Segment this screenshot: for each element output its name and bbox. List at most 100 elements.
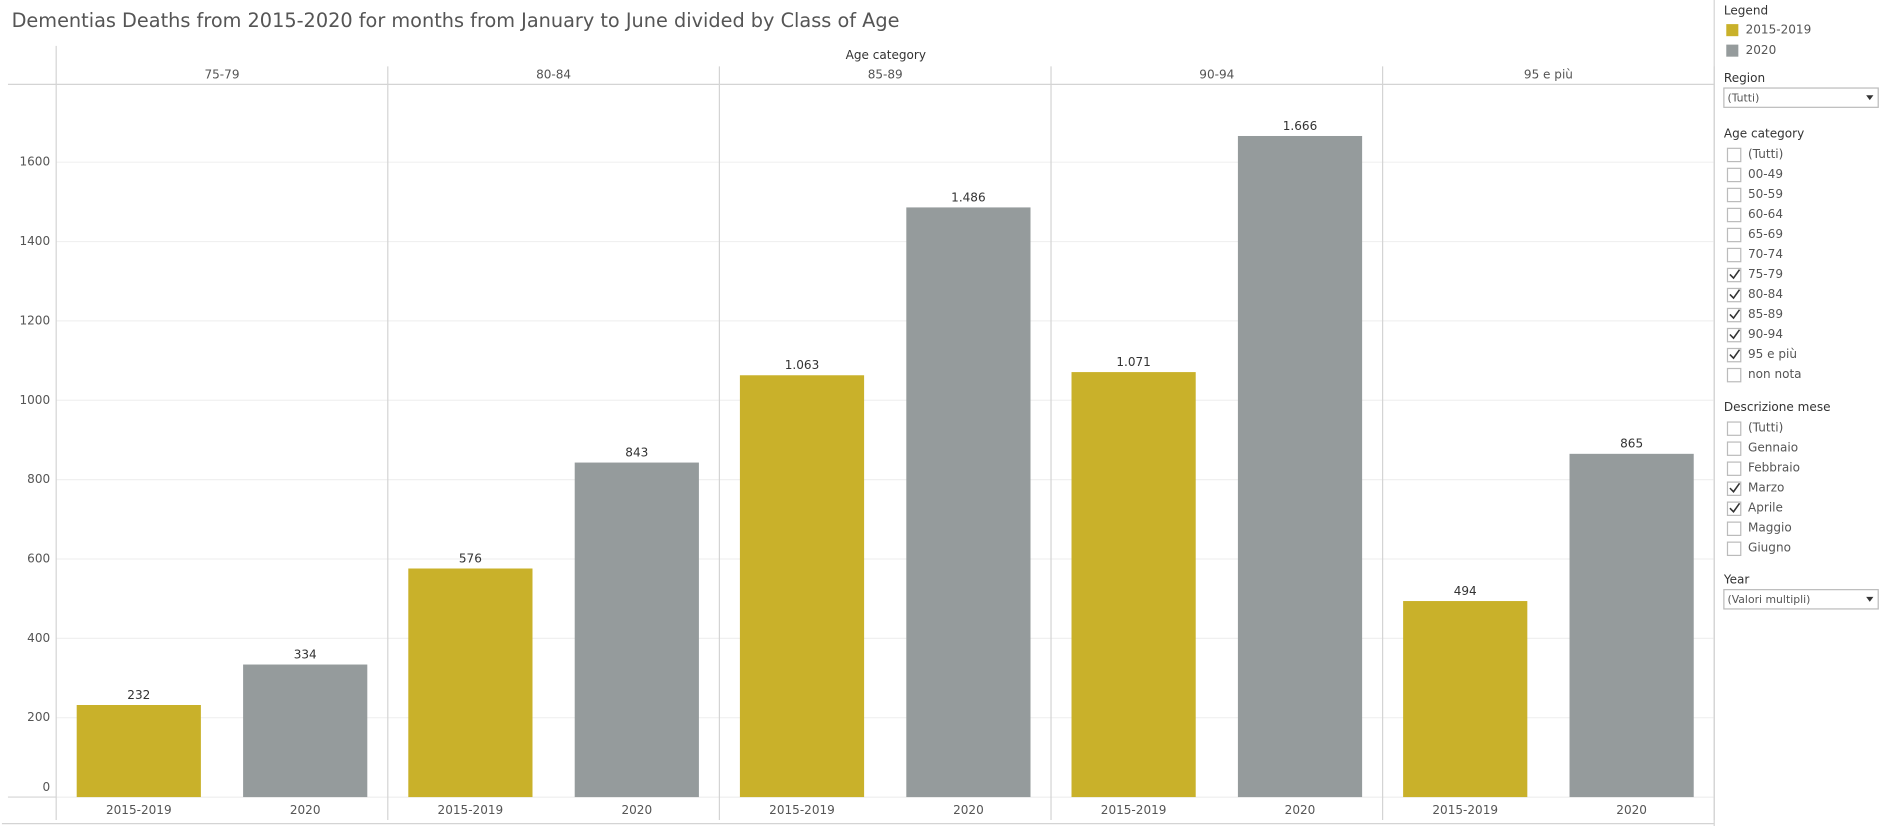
bar xyxy=(408,568,533,798)
value-label: 494 xyxy=(1454,584,1477,598)
filter-title: Region xyxy=(1724,71,1765,85)
checkbox-label: (Tutti) xyxy=(1748,147,1783,161)
bar xyxy=(1403,601,1528,798)
x-tick-label: 2020 xyxy=(290,803,321,817)
checkbox[interactable] xyxy=(1726,207,1742,223)
checkbox-label: Aprile xyxy=(1748,501,1783,515)
panel-label: 85-89 xyxy=(868,67,903,81)
x-tick-label: 2020 xyxy=(953,803,984,817)
bar xyxy=(906,207,1031,798)
y-tick-label: 1200 xyxy=(19,313,50,327)
check-mark xyxy=(1729,329,1741,340)
checkbox-label: 70-74 xyxy=(1748,247,1783,261)
checkbox[interactable] xyxy=(1726,521,1742,536)
y-tick-label: 0 xyxy=(42,780,50,794)
x-tick-label: 2015-2019 xyxy=(438,803,504,817)
checkbox[interactable] xyxy=(1726,461,1742,476)
y-tick-label: 400 xyxy=(27,631,50,645)
bar xyxy=(739,375,865,798)
checkbox[interactable] xyxy=(1726,147,1742,163)
x-tick-label: 2020 xyxy=(621,803,652,817)
x-tick-label: 2020 xyxy=(1285,803,1316,817)
filter-title: Year xyxy=(1723,573,1750,587)
x-tick-label: 2015-2019 xyxy=(769,803,835,817)
checkbox[interactable] xyxy=(1726,227,1742,243)
check-mark xyxy=(1729,309,1741,320)
checkbox-label: non nota xyxy=(1748,367,1802,381)
value-label: 576 xyxy=(459,551,482,565)
filter-title: Legend xyxy=(1724,3,1768,17)
panel-label: 80-84 xyxy=(536,67,571,81)
dropdown-value: (Valori multipli) xyxy=(1727,593,1810,606)
y-tick-label: 600 xyxy=(27,551,50,565)
checkbox[interactable] xyxy=(1726,367,1742,383)
checkbox[interactable] xyxy=(1726,247,1742,263)
dropdown-arrow xyxy=(1866,596,1874,602)
bar xyxy=(243,664,368,798)
checkbox-label: 85-89 xyxy=(1748,307,1783,321)
value-label: 865 xyxy=(1620,437,1643,451)
bar xyxy=(1569,453,1694,798)
value-label: 1.071 xyxy=(1116,355,1151,369)
check-mark xyxy=(1729,349,1741,360)
checkbox-label: 80-84 xyxy=(1748,287,1783,301)
filter-title: Age category xyxy=(1724,126,1804,140)
checkbox-label: Febbraio xyxy=(1748,461,1800,475)
check-mark xyxy=(1729,502,1741,513)
value-label: 232 xyxy=(127,688,150,702)
y-tick-label: 1400 xyxy=(19,234,50,248)
y-tick-label: 800 xyxy=(27,472,50,486)
dropdown-arrow xyxy=(1866,95,1874,101)
checkbox-label: (Tutti) xyxy=(1748,421,1783,435)
check-mark xyxy=(1729,482,1741,493)
x-tick-label: 2020 xyxy=(1616,803,1647,817)
x-tick-label: 2015-2019 xyxy=(1101,803,1167,817)
legend-swatch xyxy=(1726,24,1739,37)
y-tick-label: 1600 xyxy=(19,155,50,169)
checkbox[interactable] xyxy=(1726,541,1742,557)
chart-title: Dementias Deaths from 2015-2020 for mont… xyxy=(12,9,900,32)
bar xyxy=(574,462,699,798)
dropdown[interactable] xyxy=(1723,87,1879,108)
value-label: 1.486 xyxy=(951,190,986,204)
legend-label: 2020 xyxy=(1746,43,1777,57)
legend-swatch xyxy=(1726,44,1739,57)
panel-label: 90-94 xyxy=(1199,67,1234,81)
checkbox[interactable] xyxy=(1726,167,1742,183)
value-label: 1.063 xyxy=(785,358,820,372)
checkbox-label: 95 e più xyxy=(1748,347,1797,361)
dropdown[interactable] xyxy=(1723,589,1879,610)
checkbox-label: 75-79 xyxy=(1748,267,1783,281)
checkbox-label: 50-59 xyxy=(1748,187,1783,201)
y-tick-label: 200 xyxy=(27,710,50,724)
bar xyxy=(1071,372,1196,798)
x-tick-label: 2015-2019 xyxy=(106,803,172,817)
checkbox-label: 00-49 xyxy=(1748,167,1783,181)
dropdown-value: (Tutti) xyxy=(1727,91,1759,104)
column-header: Age category xyxy=(846,48,926,62)
y-tick-label: 1000 xyxy=(19,393,50,407)
checkbox-label: Marzo xyxy=(1748,481,1784,495)
panel-label: 75-79 xyxy=(204,67,239,81)
bar xyxy=(76,705,201,798)
x-tick-label: 2015-2019 xyxy=(1432,803,1498,817)
checkbox-label: Giugno xyxy=(1748,541,1791,555)
checkbox[interactable] xyxy=(1726,441,1742,456)
value-label: 334 xyxy=(294,647,317,661)
legend-label: 2015-2019 xyxy=(1746,23,1812,37)
checkbox-label: 65-69 xyxy=(1748,227,1783,241)
checkbox-label: Gennaio xyxy=(1748,441,1798,455)
checkbox-label: Maggio xyxy=(1748,521,1792,535)
panel-label: 95 e più xyxy=(1524,67,1573,81)
checkbox[interactable] xyxy=(1726,421,1742,436)
value-label: 1.666 xyxy=(1283,119,1318,133)
check-mark xyxy=(1729,269,1741,280)
value-label: 843 xyxy=(625,445,648,459)
checkbox-label: 60-64 xyxy=(1748,207,1783,221)
filter-title: Descrizione mese xyxy=(1724,400,1831,414)
checkbox-label: 90-94 xyxy=(1748,327,1783,341)
checkbox[interactable] xyxy=(1726,187,1742,203)
check-mark xyxy=(1729,289,1741,300)
bar xyxy=(1237,135,1363,798)
